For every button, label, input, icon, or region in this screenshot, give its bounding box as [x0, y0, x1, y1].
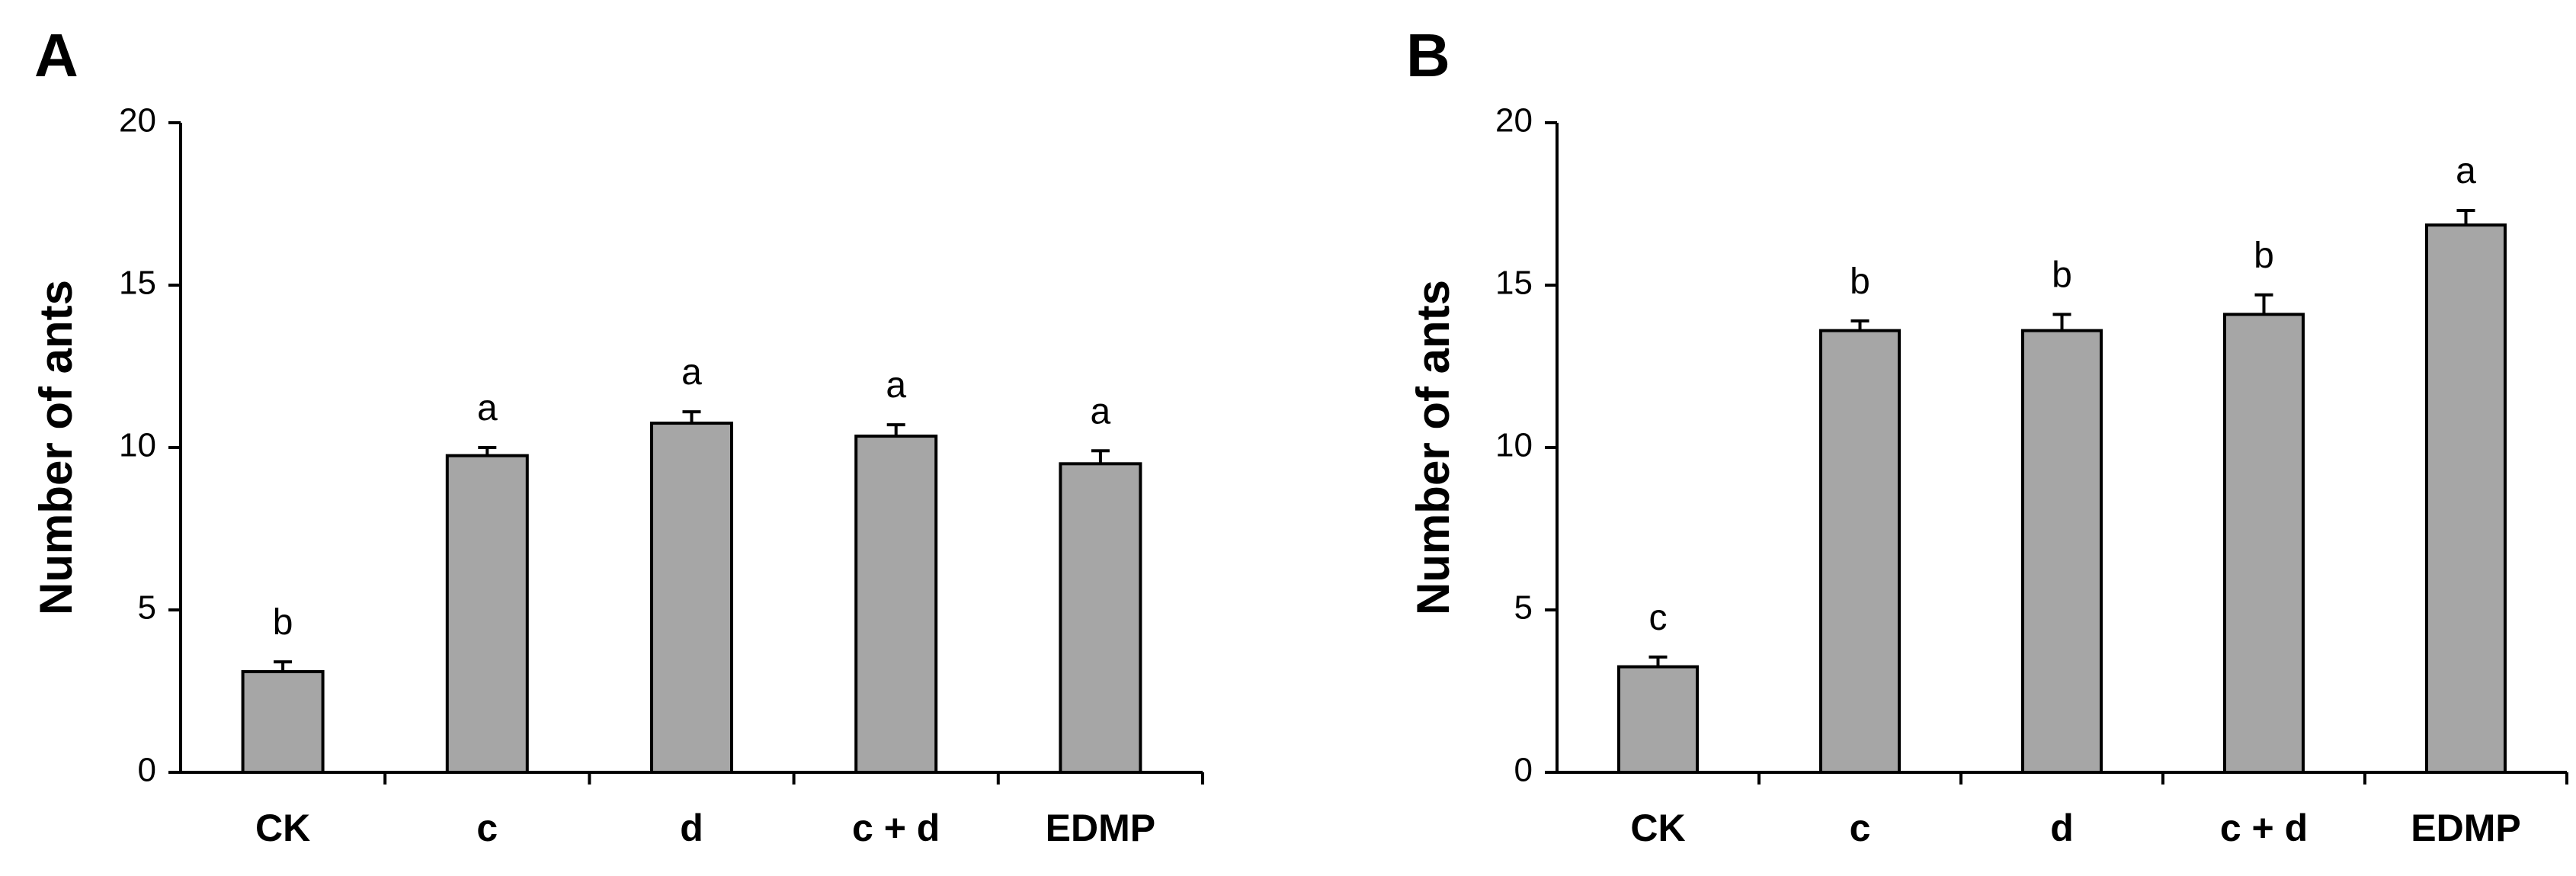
bar-2: [1819, 329, 1901, 774]
significance-label: a: [2456, 151, 2476, 191]
y-tick-label: 0: [1514, 752, 1533, 789]
y-tick-label: 15: [119, 265, 156, 302]
y-tick-label: 0: [138, 752, 156, 789]
category-label: EDMP: [2411, 807, 2520, 849]
y-tick-label: 5: [1514, 589, 1533, 627]
category-label: d: [2050, 807, 2074, 849]
significance-label: b: [2052, 255, 2072, 295]
category-label: c: [476, 807, 498, 849]
panel-letter: A: [34, 21, 78, 89]
significance-label: c: [1649, 598, 1668, 638]
y-tick-label: 20: [1495, 102, 1533, 140]
significance-label: a: [681, 352, 702, 393]
significance-label: b: [2254, 236, 2274, 276]
significance-label: b: [1850, 262, 1870, 302]
bar-4: [854, 435, 938, 775]
panel-letter: B: [1406, 21, 1450, 89]
significance-label: b: [273, 602, 293, 643]
y-tick-label: 10: [1495, 427, 1533, 464]
y-tick-label: 15: [1495, 265, 1533, 302]
significance-label: a: [1091, 391, 1111, 432]
category-label: CK: [1630, 807, 1685, 849]
bar-5: [1059, 462, 1142, 774]
bar-3: [650, 422, 733, 774]
significance-label: a: [477, 388, 498, 428]
panel-a: A Number of ants 0 5 10 15 20 b CK a c a d a c + d a EDM…: [30, 21, 1204, 849]
bar-4: [2223, 313, 2305, 774]
category-label: EDMP: [1046, 807, 1155, 849]
bar-2: [445, 454, 529, 775]
category-label: c + d: [852, 807, 940, 849]
category-label: c + d: [2220, 807, 2308, 849]
category-label: CK: [255, 807, 310, 849]
bar-1: [241, 669, 325, 774]
significance-label: a: [886, 365, 906, 406]
y-axis-title: Number of ants: [30, 280, 82, 615]
y-tick-label: 10: [119, 427, 156, 464]
y-tick-label: 5: [138, 589, 156, 627]
category-label: d: [680, 807, 703, 849]
bar-5: [2425, 223, 2507, 774]
category-label: c: [1850, 807, 1871, 849]
y-axis-title: Number of ants: [1408, 280, 1459, 615]
bar-1: [1617, 665, 1699, 774]
bar-3: [2021, 329, 2103, 774]
panel-b: B Number of ants 0 5 10 15 20 c CK b c b d b c + d a EDM…: [1406, 21, 2568, 849]
y-tick-label: 20: [119, 102, 156, 140]
